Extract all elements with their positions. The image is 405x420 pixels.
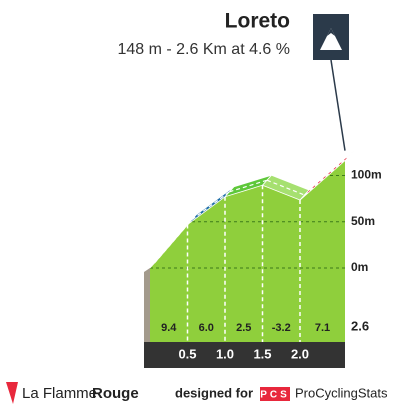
summit-icon xyxy=(313,14,349,60)
site-name: ProCyclingStats xyxy=(295,385,388,400)
pcs-logo: PCS xyxy=(260,390,290,401)
gradient-label: 9.4 xyxy=(161,322,177,334)
footer: La Flamme Rouge designed for PCS ProCycl… xyxy=(6,382,388,404)
distance-bar xyxy=(144,342,345,368)
gradient-label: 2.5 xyxy=(236,322,251,334)
side-face xyxy=(144,268,150,342)
x-tick-label: 0.5 xyxy=(178,346,196,361)
x-tick-label: 1.0 xyxy=(216,346,234,361)
y-tick-label: 100m xyxy=(351,168,382,182)
y-tick-label: 50m xyxy=(351,214,375,228)
segment-centerline xyxy=(304,155,350,196)
brand-b: Rouge xyxy=(92,385,139,402)
x-tick-label: 1.5 xyxy=(253,346,271,361)
profile-face xyxy=(150,160,345,342)
gradient-label: 7.1 xyxy=(315,322,330,334)
segment-centerline xyxy=(154,219,193,264)
gradient-label: -3.2 xyxy=(272,322,291,334)
segment-centerline xyxy=(191,191,230,221)
summit-line xyxy=(330,59,346,151)
brand-a: La Flamme xyxy=(22,385,97,402)
y-tick-label: 0m xyxy=(351,260,368,274)
chart-subtitle: 148 m - 2.6 Km at 4.6 % xyxy=(117,41,290,58)
gradient-label: 6.0 xyxy=(199,322,214,334)
designed-for: designed for xyxy=(175,385,253,400)
x-tick-label: 2.0 xyxy=(291,346,309,361)
chart-title: Loreto xyxy=(225,10,290,33)
total-distance: 2.6 xyxy=(351,318,369,333)
